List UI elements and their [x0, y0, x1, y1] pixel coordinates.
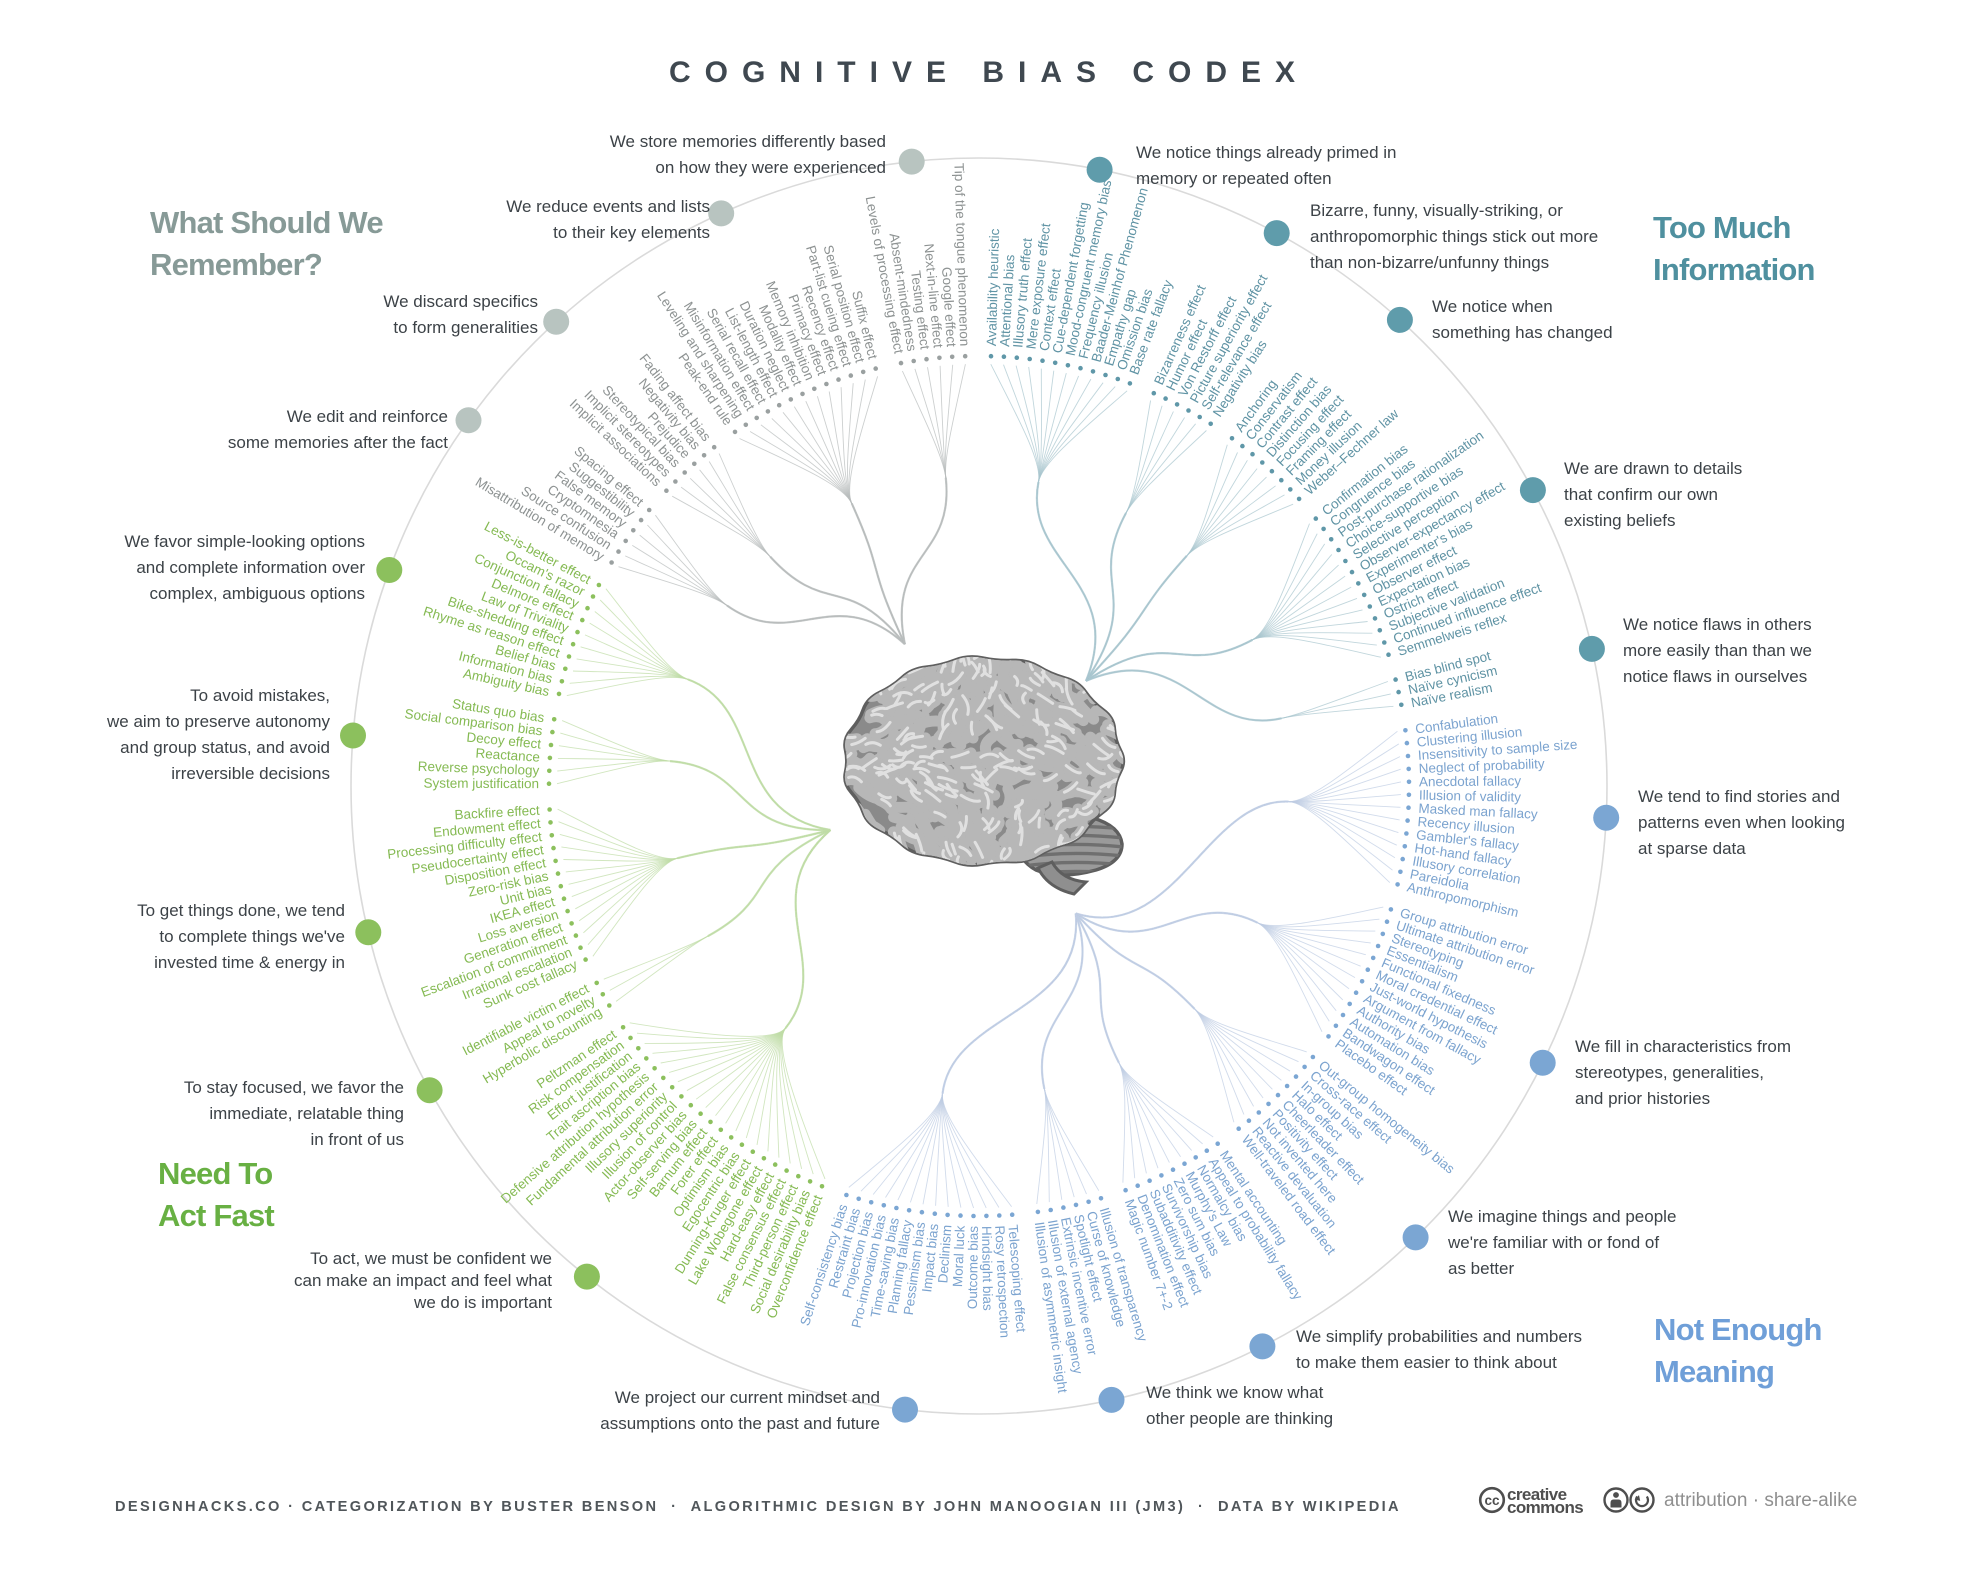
svg-text:We project our current mindset: We project our current mindset and assump… [600, 1388, 880, 1433]
svg-text:Masked man fallacy: Masked man fallacy [1418, 801, 1538, 822]
svg-text:Neglect of probability: Neglect of probability [1418, 756, 1545, 776]
svg-text:Decoy effect: Decoy effect [466, 729, 542, 751]
svg-text:Availability heuristic: Availability heuristic [984, 228, 1002, 346]
svg-text:We favor simple-looking option: We favor simple-looking options and compl… [124, 532, 365, 603]
svg-text:Remember?: Remember? [150, 247, 322, 282]
svg-text:Anecdotal fallacy: Anecdotal fallacy [1419, 773, 1521, 789]
svg-text:creative: creative [1507, 1485, 1567, 1504]
svg-text:Outcome bias: Outcome bias [965, 1226, 981, 1310]
svg-text:We simplify probabilities and: We simplify probabilities and numbers to … [1296, 1327, 1582, 1372]
svg-text:COGNITIVE BIAS CODEX: COGNITIVE BIAS CODEX [669, 56, 1309, 89]
svg-text:We store memories differently: We store memories differently based on ho… [610, 132, 886, 177]
svg-text:DESIGNHACKS.CO · CATEGORIZATIO: DESIGNHACKS.CO · CATEGORIZATION BY BUSTE… [115, 1499, 1401, 1515]
svg-text:Google effect: Google effect [939, 266, 959, 347]
svg-text:Declinism: Declinism [935, 1224, 954, 1283]
svg-text:Impact bias: Impact bias [919, 1223, 941, 1293]
svg-text:cc: cc [1484, 1493, 1500, 1508]
svg-text:Act Fast: Act Fast [158, 1198, 274, 1233]
svg-text:Reverse psychology: Reverse psychology [418, 759, 540, 778]
svg-text:Attentional bias: Attentional bias [997, 254, 1017, 347]
svg-text:Rosy retrospection: Rosy retrospection [992, 1225, 1012, 1338]
svg-text:Hindsight bias: Hindsight bias [979, 1226, 995, 1311]
svg-text:What Should We: What Should We [150, 205, 383, 240]
svg-text:Moral luck: Moral luck [950, 1225, 968, 1287]
svg-text:We fill in characteristics fro: We fill in characteristics from stereotyp… [1575, 1037, 1791, 1108]
svg-text:Tip of the tongue phenomenon: Tip of the tongue phenomenon [951, 163, 972, 347]
svg-text:Illusion of validity: Illusion of validity [1419, 788, 1522, 805]
svg-text:Information: Information [1653, 252, 1815, 287]
svg-text:Meaning: Meaning [1654, 1354, 1774, 1389]
svg-text:Not Enough: Not Enough [1654, 1312, 1822, 1347]
svg-text:We notice things already prime: We notice things already primed in memory… [1136, 143, 1397, 188]
svg-text:To act, we must be confident w: To act, we must be confident we can make … [294, 1249, 552, 1312]
svg-text:Need To: Need To [158, 1156, 272, 1191]
svg-text:attribution · share-alike: attribution · share-alike [1664, 1490, 1857, 1511]
svg-text:Too Much: Too Much [1653, 210, 1791, 245]
svg-text:Backfire effect: Backfire effect [454, 803, 540, 823]
svg-text:To avoid mistakes,we aim to pr: To avoid mistakes, we aim to preserve aut… [106, 686, 330, 783]
svg-text:Reactance: Reactance [475, 746, 540, 765]
svg-text:System justification: System justification [423, 776, 539, 792]
svg-text:Bizarre, funny, visually-strik: Bizarre, funny, visually-striking, or ant… [1310, 201, 1598, 272]
svg-text:commons: commons [1507, 1498, 1583, 1517]
svg-text:To stay focused, we favor thei: To stay focused, we favor the immediate, … [184, 1078, 404, 1149]
